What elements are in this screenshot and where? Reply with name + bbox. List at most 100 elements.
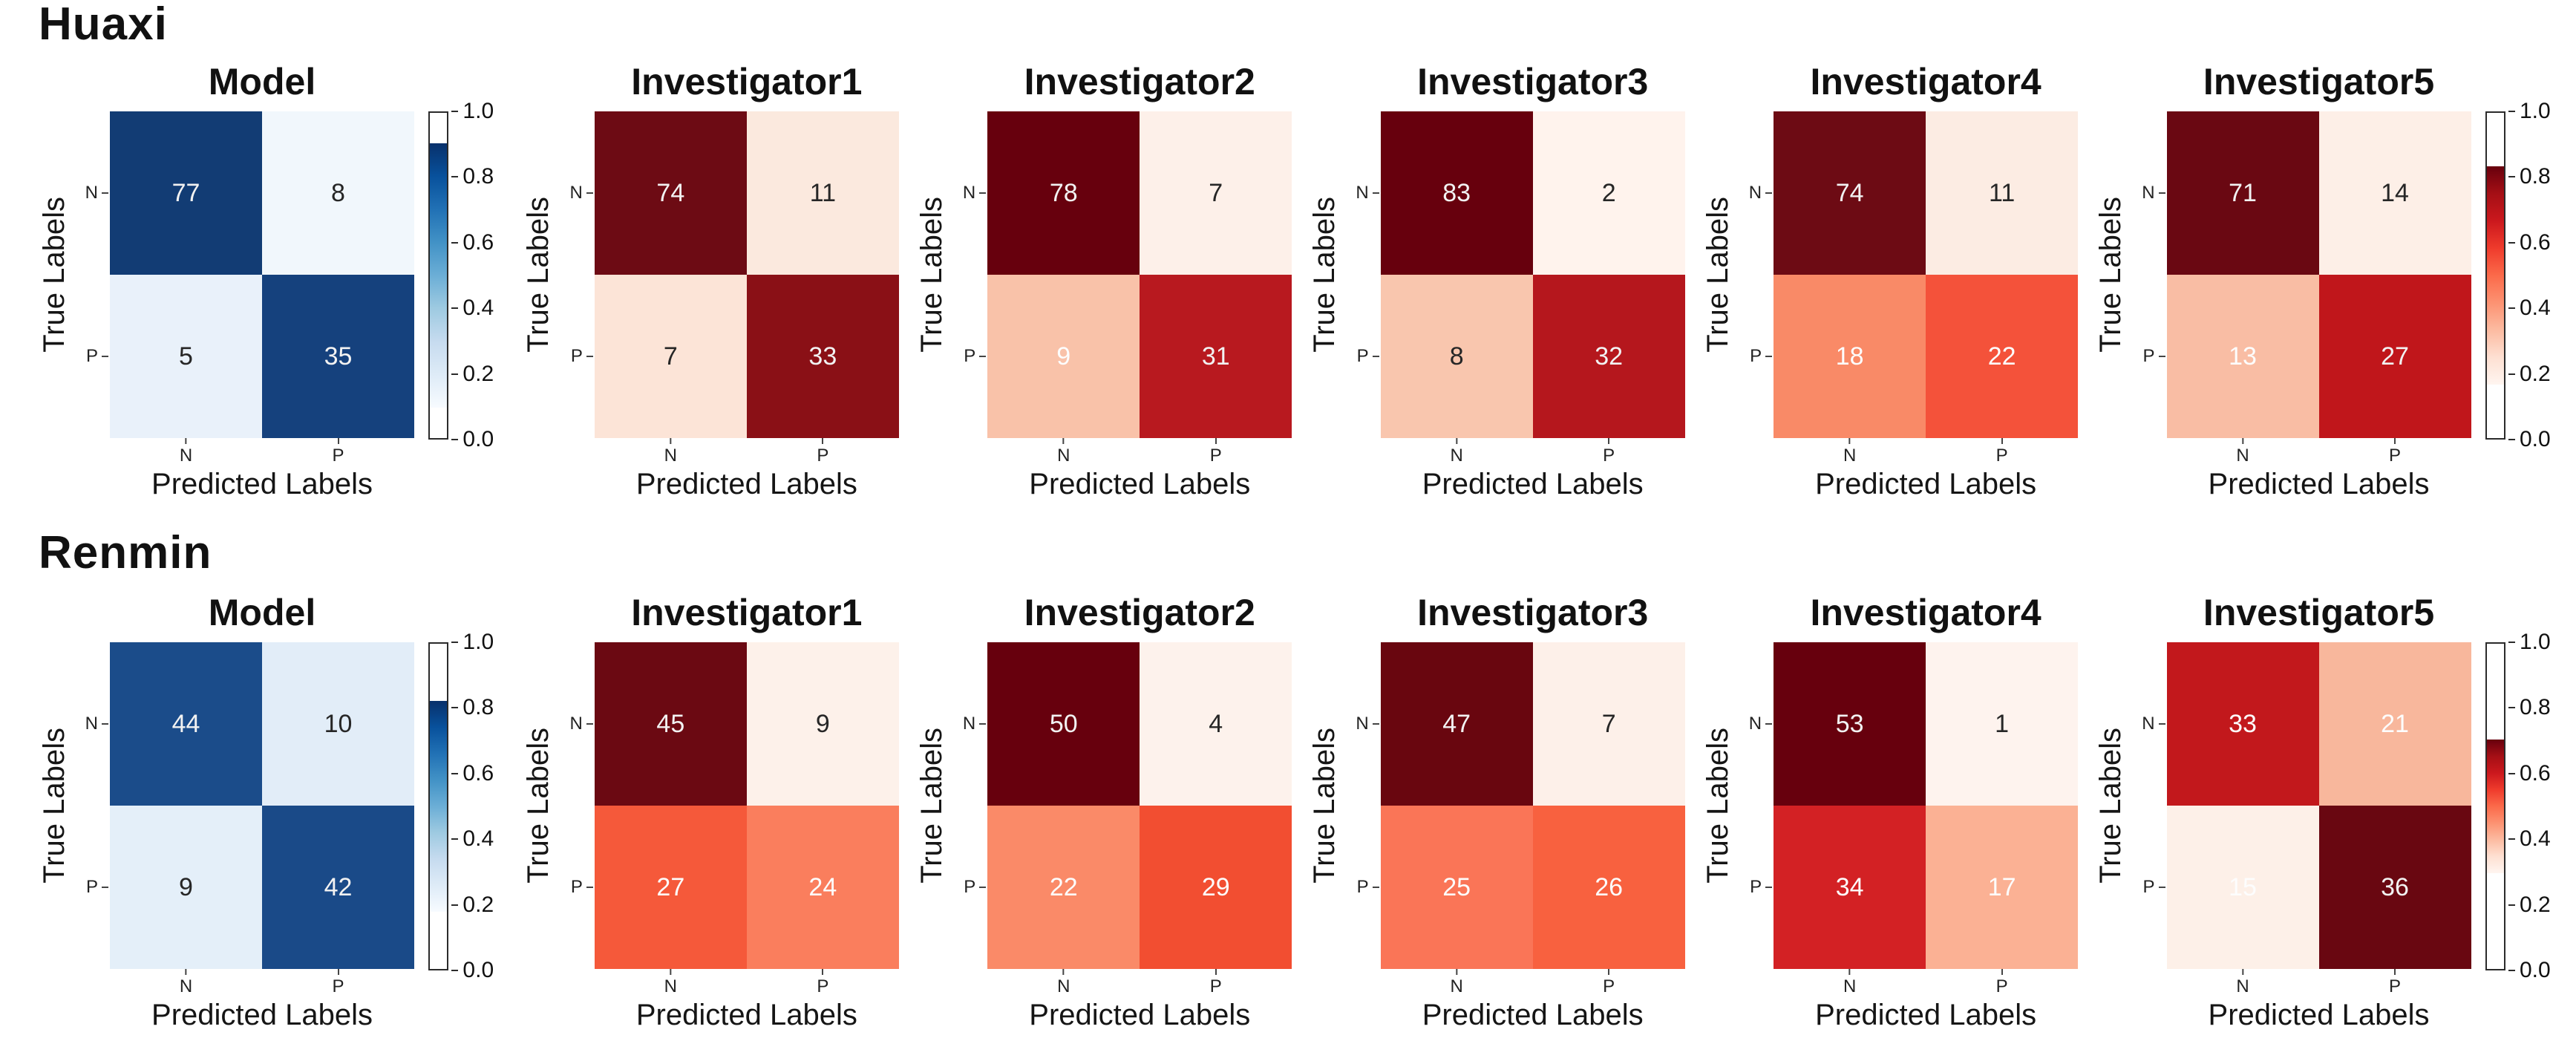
colorbar-tick: 0.0 bbox=[451, 427, 494, 452]
x-tick-n: N bbox=[2236, 969, 2249, 997]
x-axis-label: Predicted Labels bbox=[635, 999, 857, 1031]
y-axis-label: True Labels bbox=[1308, 197, 1341, 353]
renmin-row: Renmin Model True Labels N P 44 10 9 42 bbox=[0, 520, 2576, 1064]
confusion-matrix: 44 10 9 42 bbox=[110, 642, 414, 969]
cell-np: 8 bbox=[262, 111, 414, 275]
colorbar-tick: 0.8 bbox=[451, 695, 494, 720]
cell-pn: 25 bbox=[1380, 806, 1533, 969]
x-axis-label: Predicted Labels bbox=[1029, 468, 1251, 500]
y-axis-ticks: N P bbox=[950, 642, 987, 969]
colorbar-gradient bbox=[2486, 739, 2504, 874]
y-axis-ticks: N P bbox=[1344, 642, 1381, 969]
cell-np: 14 bbox=[2318, 111, 2471, 275]
y-axis-label: True Labels bbox=[1701, 197, 1734, 353]
y-tick-p: P bbox=[1357, 877, 1379, 898]
panel-huaxi-investigator1: Investigator1 True Labels N P 74 11 7 33 bbox=[520, 22, 899, 501]
colorbar-ticks: 1.0 0.8 0.6 0.4 0.2 0.0 bbox=[2508, 99, 2560, 451]
cell-nn: 77 bbox=[110, 111, 262, 275]
colorbar-tick: 0.2 bbox=[2508, 892, 2551, 918]
y-tick-p: P bbox=[86, 346, 108, 367]
cell-nn: 71 bbox=[2166, 111, 2319, 275]
y-axis-label: True Labels bbox=[2094, 197, 2128, 353]
cell-pp: 31 bbox=[1140, 275, 1292, 438]
cell-pp: 35 bbox=[262, 275, 414, 438]
confusion-matrix: 74 11 18 22 bbox=[1774, 111, 2079, 438]
cell-pn: 34 bbox=[1774, 806, 1926, 969]
x-axis-label: Predicted Labels bbox=[1815, 999, 2037, 1031]
y-tick-p: P bbox=[1357, 346, 1379, 367]
cell-nn: 45 bbox=[594, 642, 747, 806]
y-tick-p: P bbox=[571, 346, 593, 367]
cell-pp: 17 bbox=[1926, 806, 2079, 969]
y-axis-ticks: N P bbox=[1344, 111, 1381, 438]
y-tick-p: P bbox=[964, 346, 986, 367]
panel-renmin-investigator1: Investigator1 True Labels N P 45 9 27 24 bbox=[520, 553, 899, 1032]
colorbar-ticks: 1.0 0.8 0.6 0.4 0.2 0.0 bbox=[2508, 630, 2560, 982]
x-tick-n: N bbox=[180, 969, 192, 997]
y-axis-label: True Labels bbox=[915, 197, 948, 353]
row-heading-renmin: Renmin bbox=[39, 527, 212, 578]
cell-np: 21 bbox=[2318, 642, 2471, 806]
confusion-matrix: 71 14 13 27 bbox=[2166, 111, 2471, 438]
x-tick-p: P bbox=[1996, 438, 2008, 466]
x-tick-p: P bbox=[2389, 438, 2401, 466]
cell-nn: 53 bbox=[1774, 642, 1926, 806]
colorbar-gradient bbox=[430, 143, 448, 408]
y-axis-label: True Labels bbox=[1701, 728, 1734, 884]
colorbar-gradient bbox=[2486, 166, 2504, 385]
colorbar-ticks: 1.0 0.8 0.6 0.4 0.2 0.0 bbox=[451, 99, 503, 451]
panel-renmin-model: Model True Labels N P 44 10 9 42 N bbox=[36, 553, 414, 1032]
cell-pn: 8 bbox=[1380, 275, 1533, 438]
colorbar-tick: 0.0 bbox=[451, 958, 494, 983]
cell-pn: 15 bbox=[2166, 806, 2319, 969]
y-tick-n: N bbox=[570, 714, 593, 734]
x-tick-p: P bbox=[1210, 438, 1222, 466]
x-axis-ticks: N P bbox=[110, 969, 414, 997]
x-tick-n: N bbox=[1057, 438, 1070, 466]
cell-nn: 33 bbox=[2166, 642, 2319, 806]
y-tick-n: N bbox=[85, 183, 108, 203]
x-tick-n: N bbox=[1451, 438, 1463, 466]
confusion-matrix: 50 4 22 29 bbox=[987, 642, 1292, 969]
cell-pp: 22 bbox=[1926, 275, 2079, 438]
y-tick-p: P bbox=[2143, 346, 2165, 367]
colorbar-tick: 0.4 bbox=[451, 826, 494, 852]
x-axis-label: Predicted Labels bbox=[1422, 999, 1644, 1031]
x-tick-p: P bbox=[332, 969, 344, 997]
cell-pp: 29 bbox=[1140, 806, 1292, 969]
y-axis-label: True Labels bbox=[522, 197, 555, 353]
x-tick-n: N bbox=[1843, 969, 1856, 997]
colorbar-bar bbox=[2485, 642, 2505, 970]
x-tick-n: N bbox=[2236, 438, 2249, 466]
x-axis-ticks: N P bbox=[2167, 438, 2471, 466]
cell-pp: 42 bbox=[262, 806, 414, 969]
confusion-matrix: 83 2 8 32 bbox=[1380, 111, 1685, 438]
colorbar-tick: 0.6 bbox=[451, 230, 494, 255]
colorbar-tick: 0.6 bbox=[451, 761, 494, 786]
x-axis-ticks: N P bbox=[987, 438, 1292, 466]
x-axis-ticks: N P bbox=[110, 438, 414, 466]
colorbar-tick: 0.2 bbox=[451, 892, 494, 918]
panel-huaxi-investigator4: Investigator4 True Labels N P 74 11 18 2… bbox=[1699, 22, 2079, 501]
x-axis-ticks: N P bbox=[1774, 438, 2078, 466]
colorbar-tick: 0.4 bbox=[451, 296, 494, 321]
y-tick-n: N bbox=[2142, 714, 2165, 734]
y-tick-n: N bbox=[1749, 714, 1772, 734]
cell-pn: 5 bbox=[110, 275, 262, 438]
cell-pp: 33 bbox=[746, 275, 899, 438]
x-axis-ticks: N P bbox=[1381, 969, 1685, 997]
y-tick-p: P bbox=[571, 877, 593, 898]
x-tick-p: P bbox=[1210, 969, 1222, 997]
cell-nn: 47 bbox=[1380, 642, 1533, 806]
cell-pp: 32 bbox=[1532, 275, 1685, 438]
colorbar-tick: 0.8 bbox=[2508, 164, 2551, 189]
panel-title: Investigator5 bbox=[2203, 592, 2435, 633]
cell-pp: 26 bbox=[1532, 806, 1685, 969]
x-tick-n: N bbox=[1057, 969, 1070, 997]
panel-title: Model bbox=[208, 61, 316, 102]
cell-pn: 7 bbox=[594, 275, 747, 438]
cell-np: 7 bbox=[1140, 111, 1292, 275]
confusion-matrix: 33 21 15 36 bbox=[2166, 642, 2471, 969]
x-tick-n: N bbox=[180, 438, 192, 466]
